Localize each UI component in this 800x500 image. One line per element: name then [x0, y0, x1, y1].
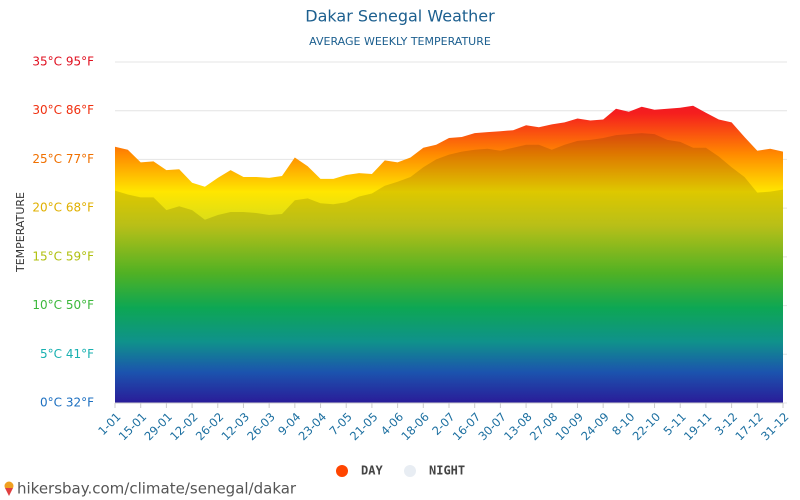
y-tick-label: 5°C 41°F: [40, 347, 94, 361]
watermark-icon: [4, 481, 14, 496]
x-tick-label: 26-02: [193, 410, 227, 444]
x-tick-label: 12-03: [219, 410, 253, 444]
x-tick-label: 16-07: [450, 410, 484, 444]
x-tick-label: 22-10: [630, 410, 664, 444]
x-tick-label: 12-02: [167, 410, 201, 444]
y-tick-label: 15°C 59°F: [32, 249, 94, 263]
chart-subtitle: AVERAGE WEEKLY TEMPERATURE: [309, 35, 491, 48]
legend-marker: [336, 465, 348, 477]
y-axis-label: TEMPERATURE: [14, 192, 27, 273]
x-tick-label: 24-09: [578, 410, 612, 444]
y-tick-label: 0°C 32°F: [40, 396, 94, 410]
x-tick-label: 15-01: [116, 410, 150, 444]
night-area: [115, 133, 783, 403]
x-tick-label: 18-06: [398, 410, 432, 444]
x-tick-label: 26-03: [244, 410, 278, 444]
x-tick-label: 29-01: [141, 410, 175, 444]
x-tick-label: 13-08: [501, 410, 535, 444]
x-tick-label: 19-11: [681, 410, 715, 444]
x-tick-label: 17-12: [732, 410, 766, 444]
night-shade: [115, 133, 783, 403]
y-tick-label: 35°C 95°F: [32, 55, 94, 69]
x-tick-label: 10-09: [553, 410, 587, 444]
x-tick-label: 21-05: [347, 410, 381, 444]
y-tick-label: 10°C 50°F: [32, 298, 94, 312]
watermark: hikersbay.com/climate/senegal/dakar: [17, 480, 297, 498]
x-tick-label: 27-08: [527, 410, 561, 444]
legend-label: NIGHT: [429, 464, 465, 478]
x-tick-label: 23-04: [296, 410, 330, 444]
y-tick-label: 30°C 86°F: [32, 103, 94, 117]
x-tick-label: 30-07: [475, 410, 509, 444]
y-tick-label: 20°C 68°F: [32, 201, 94, 215]
legend-marker: [404, 465, 416, 477]
legend-label: DAY: [361, 464, 383, 478]
x-tick-label: 31-12: [758, 410, 792, 444]
chart-title: Dakar Senegal Weather: [305, 7, 495, 26]
y-tick-label: 25°C 77°F: [32, 152, 94, 166]
